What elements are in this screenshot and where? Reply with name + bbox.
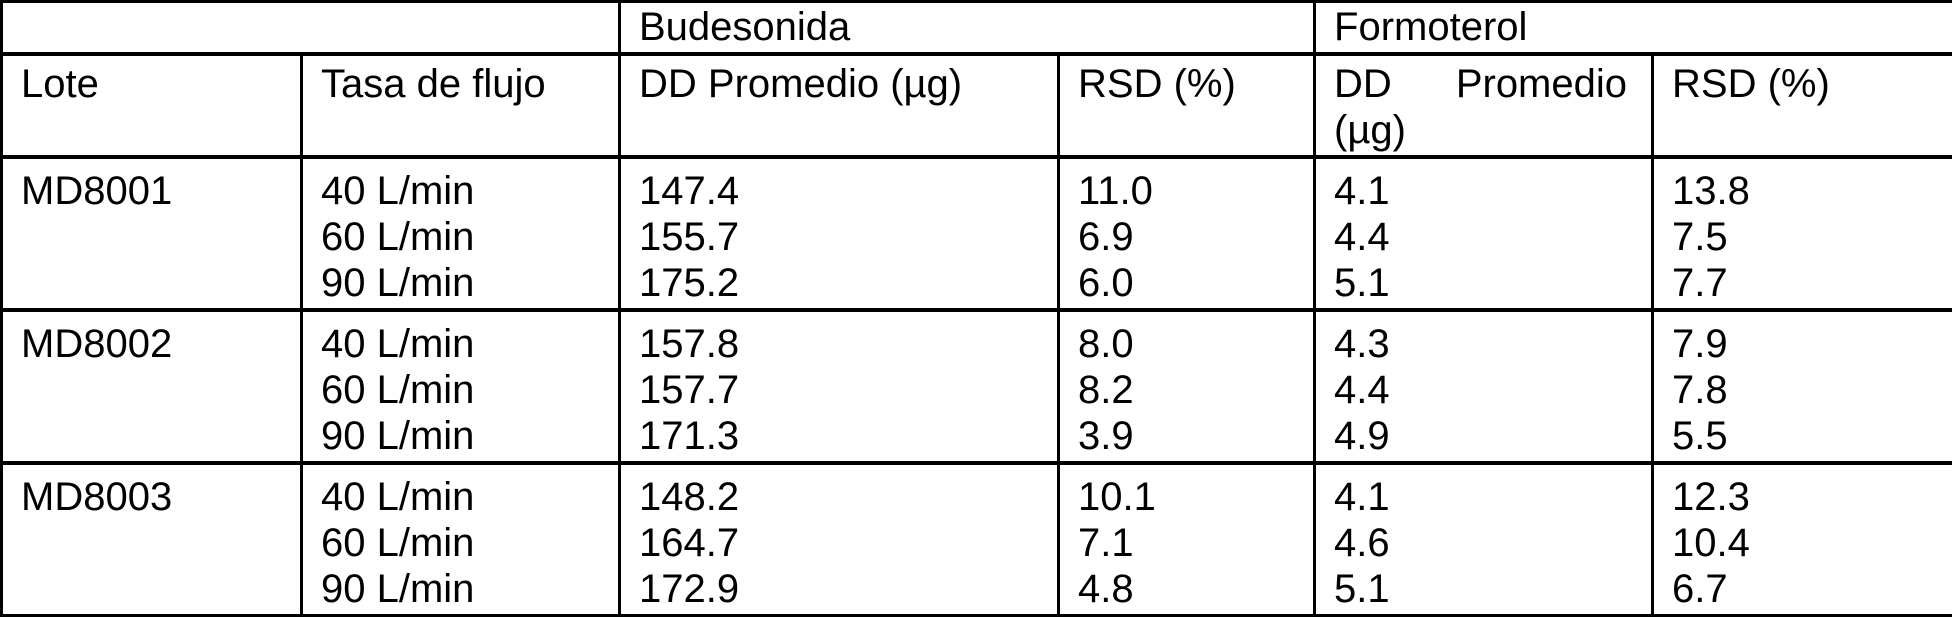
cell-budesonida-dd: 148.2 164.7 172.9: [620, 463, 1059, 616]
formoterol-rsd-value: 7.9: [1672, 321, 1942, 367]
formoterol-dd-value: 5.1: [1334, 260, 1641, 306]
cell-formoterol-dd: 4.3 4.4 4.9: [1315, 310, 1653, 463]
formoterol-rsd-value: 7.7: [1672, 260, 1942, 306]
flow-rate-value: 40 L/min: [321, 321, 608, 367]
column-header-budesonida-dd-promedio: DD Promedio (µg): [620, 54, 1059, 157]
column-header-tasa-de-flujo: Tasa de flujo: [302, 54, 620, 157]
budesonida-dd-value: 172.9: [639, 566, 1047, 612]
formoterol-dd-value: 4.3: [1334, 321, 1641, 367]
budesonida-rsd-value: 10.1: [1078, 474, 1303, 520]
budesonida-dd-value: 147.4: [639, 168, 1047, 214]
formoterol-dd-value: 4.4: [1334, 214, 1641, 260]
flow-rate-value: 90 L/min: [321, 566, 608, 612]
cell-budesonida-dd: 147.4 155.7 175.2: [620, 157, 1059, 310]
table-row-md8002: MD8002 40 L/min 60 L/min 90 L/min 157.8 …: [2, 310, 1952, 463]
cell-budesonida-rsd: 8.0 8.2 3.9: [1059, 310, 1315, 463]
formoterol-rsd-value: 10.4: [1672, 520, 1942, 566]
formoterol-rsd-value: 12.3: [1672, 474, 1942, 520]
cell-budesonida-rsd: 11.0 6.9 6.0: [1059, 157, 1315, 310]
table-row-md8001: MD8001 40 L/min 60 L/min 90 L/min 147.4 …: [2, 157, 1952, 310]
budesonida-rsd-value: 7.1: [1078, 520, 1303, 566]
cell-flow-rates: 40 L/min 60 L/min 90 L/min: [302, 157, 620, 310]
budesonida-rsd-value: 3.9: [1078, 413, 1303, 459]
budesonida-dd-value: 171.3: [639, 413, 1047, 459]
column-header-formoterol-dd-line1: DD Promedio: [1334, 61, 1641, 107]
column-header-formoterol-dd-word1: DD: [1334, 61, 1392, 107]
cell-lote: MD8001: [2, 157, 302, 310]
budesonida-rsd-value: 6.0: [1078, 260, 1303, 306]
flow-rate-value: 40 L/min: [321, 168, 608, 214]
cell-formoterol-dd: 4.1 4.6 5.1: [1315, 463, 1653, 616]
lote-label: MD8003: [21, 474, 290, 520]
flow-rate-value: 40 L/min: [321, 474, 608, 520]
formoterol-rsd-value: 6.7: [1672, 566, 1942, 612]
budesonida-dd-value: 157.8: [639, 321, 1047, 367]
column-header-lote: Lote: [2, 54, 302, 157]
column-header-formoterol-dd-line2: (µg): [1334, 107, 1641, 153]
flow-rate-value: 60 L/min: [321, 367, 608, 413]
budesonida-dd-value: 175.2: [639, 260, 1047, 306]
budesonida-rsd-value: 11.0: [1078, 168, 1303, 214]
budesonida-rsd-value: 8.2: [1078, 367, 1303, 413]
budesonida-rsd-value: 4.8: [1078, 566, 1303, 612]
formoterol-rsd-value: 5.5: [1672, 413, 1942, 459]
column-header-formoterol-dd-word2: Promedio: [1456, 61, 1627, 107]
formoterol-rsd-value: 7.8: [1672, 367, 1942, 413]
group-header-empty-cell: [2, 2, 620, 55]
lote-label: MD8001: [21, 168, 290, 214]
column-header-formoterol-dd-promedio: DD Promedio (µg): [1315, 54, 1653, 157]
formoterol-rsd-value: 13.8: [1672, 168, 1942, 214]
budesonida-rsd-value: 6.9: [1078, 214, 1303, 260]
budesonida-dd-value: 157.7: [639, 367, 1047, 413]
formoterol-dd-value: 4.1: [1334, 474, 1641, 520]
formoterol-dd-value: 4.6: [1334, 520, 1641, 566]
formoterol-dd-value: 4.1: [1334, 168, 1641, 214]
cell-budesonida-dd: 157.8 157.7 171.3: [620, 310, 1059, 463]
formoterol-dd-value: 4.4: [1334, 367, 1641, 413]
group-header-budesonida: Budesonida: [620, 2, 1315, 55]
cell-formoterol-rsd: 12.3 10.4 6.7: [1653, 463, 1952, 616]
column-header-row: Lote Tasa de flujo DD Promedio (µg) RSD …: [2, 54, 1952, 157]
cell-flow-rates: 40 L/min 60 L/min 90 L/min: [302, 463, 620, 616]
flow-rate-value: 60 L/min: [321, 520, 608, 566]
table-row-md8003: MD8003 40 L/min 60 L/min 90 L/min 148.2 …: [2, 463, 1952, 616]
group-header-row: Budesonida Formoterol: [2, 2, 1952, 55]
lote-label: MD8002: [21, 321, 290, 367]
flow-rate-value: 90 L/min: [321, 413, 608, 459]
cell-lote: MD8002: [2, 310, 302, 463]
budesonida-dd-value: 148.2: [639, 474, 1047, 520]
column-header-budesonida-rsd: RSD (%): [1059, 54, 1315, 157]
column-header-formoterol-rsd: RSD (%): [1653, 54, 1952, 157]
flow-rate-value: 90 L/min: [321, 260, 608, 306]
cell-formoterol-rsd: 13.8 7.5 7.7: [1653, 157, 1952, 310]
budesonida-dd-value: 164.7: [639, 520, 1047, 566]
formoterol-dd-value: 4.9: [1334, 413, 1641, 459]
cell-formoterol-dd: 4.1 4.4 5.1: [1315, 157, 1653, 310]
cell-budesonida-rsd: 10.1 7.1 4.8: [1059, 463, 1315, 616]
cell-lote: MD8003: [2, 463, 302, 616]
budesonida-dd-value: 155.7: [639, 214, 1047, 260]
cell-flow-rates: 40 L/min 60 L/min 90 L/min: [302, 310, 620, 463]
cell-formoterol-rsd: 7.9 7.8 5.5: [1653, 310, 1952, 463]
flow-rate-value: 60 L/min: [321, 214, 608, 260]
formoterol-rsd-value: 7.5: [1672, 214, 1942, 260]
group-header-formoterol: Formoterol: [1315, 2, 1952, 55]
formoterol-dd-value: 5.1: [1334, 566, 1641, 612]
budesonida-rsd-value: 8.0: [1078, 321, 1303, 367]
